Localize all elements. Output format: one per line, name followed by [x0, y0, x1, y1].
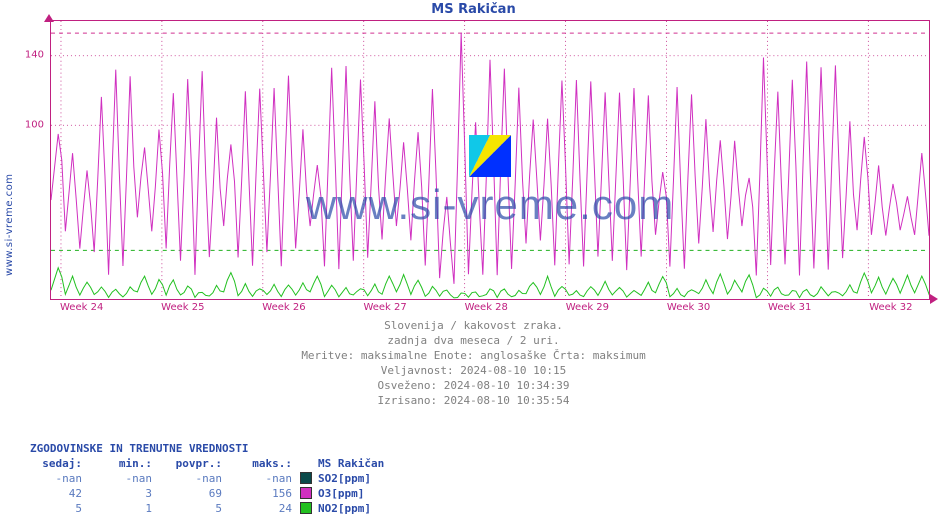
- y-tick-label: 100: [25, 120, 44, 131]
- table-cell: 1: [90, 501, 160, 516]
- table-col-header: maks.:: [230, 456, 300, 471]
- legend-swatch: [300, 471, 318, 486]
- legend-label: O3[ppm]: [318, 486, 530, 501]
- table-cell: 42: [30, 486, 90, 501]
- subtitle-line: Slovenija / kakovost zraka.: [0, 318, 947, 333]
- subtitle-line: Osveženo: 2024-08-10 10:34:39: [0, 378, 947, 393]
- x-tick-label: Week 25: [161, 302, 204, 313]
- table-cell: 24: [230, 501, 300, 516]
- table-cell: 69: [160, 486, 230, 501]
- x-tick-label: Week 30: [667, 302, 710, 313]
- x-tick-label: Week 32: [869, 302, 912, 313]
- chart-plot-area: [50, 20, 930, 300]
- table-cell: 3: [90, 486, 160, 501]
- x-tick-label: Week 26: [262, 302, 305, 313]
- stats-table: ZGODOVINSKE IN TRENUTNE VREDNOSTI sedaj:…: [30, 441, 530, 516]
- x-tick-label: Week 27: [363, 302, 406, 313]
- table-cell: -nan: [160, 471, 230, 486]
- x-tick-label: Week 24: [60, 302, 103, 313]
- legend-label: SO2[ppm]: [318, 471, 530, 486]
- table-cell: -nan: [230, 471, 300, 486]
- table-cell: -nan: [30, 471, 90, 486]
- table-cell: 5: [30, 501, 90, 516]
- x-axis-labels: Week 24 Week 25 Week 26 Week 27 Week 28 Week …: [50, 302, 930, 316]
- stats-table-title: ZGODOVINSKE IN TRENUTNE VREDNOSTI: [30, 441, 530, 456]
- subtitle-line: Izrisano: 2024-08-10 10:35:54: [0, 393, 947, 408]
- chart-subtitle: Slovenija / kakovost zraka. zadnja dva m…: [0, 318, 947, 408]
- subtitle-line: zadnja dva meseca / 2 uri.: [0, 333, 947, 348]
- subtitle-line: Veljavnost: 2024-08-10 10:15: [0, 363, 947, 378]
- table-cell: -nan: [90, 471, 160, 486]
- subtitle-line: Meritve: maksimalne Enote: anglosaške Čr…: [0, 348, 947, 363]
- x-tick-label: Week 31: [768, 302, 811, 313]
- x-tick-label: Week 29: [566, 302, 609, 313]
- x-axis-arrow: [930, 294, 938, 304]
- table-cell: 5: [160, 501, 230, 516]
- table-cell: 156: [230, 486, 300, 501]
- chart-title: MS Rakičan: [0, 2, 947, 17]
- y-tick-label: 140: [25, 50, 44, 61]
- y-axis-labels: 100 140: [0, 20, 46, 300]
- table-col-header: sedaj:: [30, 456, 90, 471]
- x-tick-label: Week 28: [465, 302, 508, 313]
- table-station-header: MS Rakičan: [318, 456, 530, 471]
- legend-swatch: [300, 486, 318, 501]
- legend-label: NO2[ppm]: [318, 501, 530, 516]
- table-col-header: povpr.:: [160, 456, 230, 471]
- legend-swatch: [300, 501, 318, 516]
- table-col-header: min.:: [90, 456, 160, 471]
